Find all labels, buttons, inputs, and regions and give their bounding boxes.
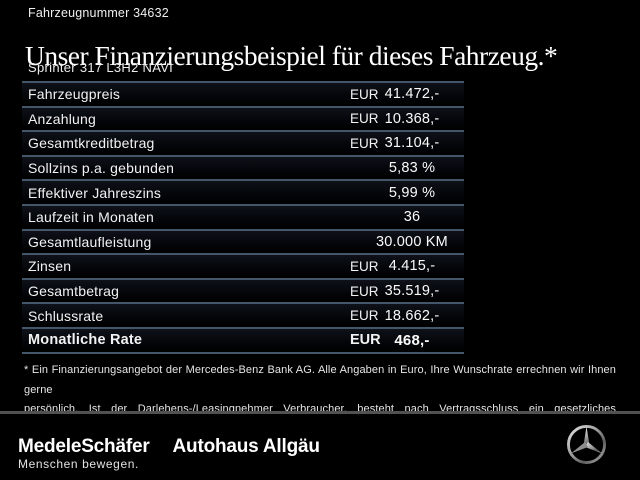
row-value: 4.415,-	[388, 258, 436, 275]
footnote-line: * Ein Finanzierungsangebot der Mercedes-…	[24, 364, 616, 396]
row-label: Schlussrate	[28, 307, 104, 324]
finance-table: Fahrzeugpreis EUR 41.472,- Anzahlung EUR…	[22, 81, 464, 354]
row-value: 10.368,-	[384, 110, 440, 127]
footer-divider	[0, 411, 640, 414]
mercedes-star-icon	[567, 425, 606, 464]
row-label: Gesamtlaufleistung	[28, 233, 152, 250]
row-value: 35.519,-	[384, 283, 440, 300]
footer: MedeleSchäfer Autohaus Allgäu Menschen b…	[0, 414, 640, 480]
row-value: 468,-	[394, 331, 430, 349]
row-label: Zinsen	[28, 258, 72, 275]
row-value: 41.472,-	[384, 86, 440, 103]
row-value: 5,83 %	[388, 160, 436, 177]
dealer-logo-medele-schaefer: MedeleSchäfer	[18, 436, 150, 457]
row-label: Fahrzeugpreis	[28, 86, 121, 103]
table-row-gesamtbetrag: Gesamtbetrag EUR 35.519,-	[22, 277, 464, 303]
currency-label: EUR	[350, 258, 379, 274]
currency-label: EUR	[350, 283, 379, 299]
table-row-gesamtlaufleistung: Gesamtlaufleistung 30.000 KM	[22, 228, 464, 254]
table-row-anzahlung: Anzahlung EUR 10.368,-	[22, 105, 464, 131]
row-label: Effektiver Jahreszins	[28, 184, 162, 201]
row-label: Anzahlung	[28, 110, 96, 127]
row-value: 31.104,-	[384, 135, 440, 152]
table-row-fahrzeugpreis: Fahrzeugpreis EUR 41.472,-	[22, 81, 464, 106]
table-row-gesamtkreditbetrag: Gesamtkreditbetrag EUR 31.104,-	[22, 130, 464, 155]
table-row-sollzins: Sollzins p.a. gebunden 5,83 %	[22, 154, 464, 180]
row-value: 30.000 KM	[376, 233, 448, 250]
dealer-logo-autohaus-allgaeu: Autohaus Allgäu	[172, 436, 320, 457]
table-row-laufzeit: Laufzeit in Monaten 36	[22, 203, 464, 229]
currency-label: EUR	[350, 308, 379, 324]
vehicle-number: Fahrzeugnummer 34632	[28, 6, 169, 20]
row-label: Gesamtkreditbetrag	[28, 135, 155, 152]
currency-label: EUR	[350, 111, 379, 127]
vehicle-model: Sprinter 317 L3H2 NAVI	[28, 60, 174, 75]
table-row-schlussrate: Schlussrate EUR 18.662,-	[22, 302, 464, 327]
row-label: Gesamtbetrag	[28, 283, 120, 300]
row-value: 36	[403, 209, 421, 226]
currency-label: EUR	[350, 332, 381, 349]
currency-label: EUR	[350, 86, 379, 102]
page-title: Unser Finanzierungsbeispiel für dieses F…	[25, 40, 558, 72]
row-label: Laufzeit in Monaten	[28, 209, 154, 226]
currency-label: EUR	[350, 135, 379, 151]
row-value: 18.662,-	[384, 307, 440, 324]
dealer-tagline: Menschen bewegen.	[18, 457, 139, 471]
table-row-zinsen: Zinsen EUR 4.415,-	[22, 253, 464, 278]
table-row-effektiver-jahreszins: Effektiver Jahreszins 5,99 %	[22, 179, 464, 204]
row-value: 5,99 %	[388, 184, 436, 201]
row-label: Sollzins p.a. gebunden	[28, 160, 175, 177]
table-row-monatliche-rate: Monatliche Rate EUR 468,-	[22, 326, 464, 352]
dealer-logos: MedeleSchäfer Autohaus Allgäu	[18, 436, 320, 458]
row-label: Monatliche Rate	[28, 332, 143, 349]
